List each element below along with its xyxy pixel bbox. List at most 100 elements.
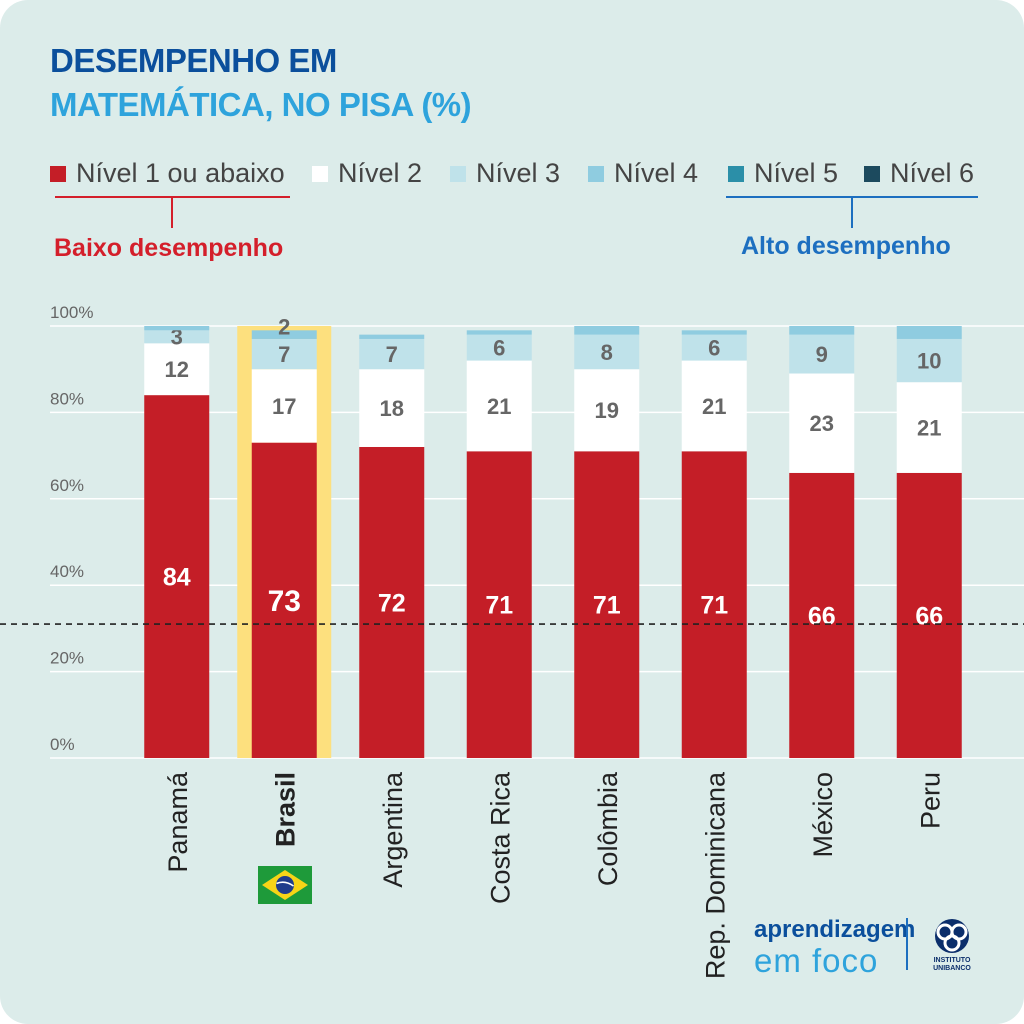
data-label: 72 bbox=[378, 589, 406, 617]
bar-segment bbox=[144, 343, 210, 396]
bar-segment bbox=[896, 472, 962, 758]
data-label: 18 bbox=[380, 396, 404, 421]
legend-item-nivel-3: Nível 3 bbox=[450, 158, 560, 189]
data-label: 6 bbox=[708, 336, 720, 361]
x-tick-label: Rep. Dominicana bbox=[700, 771, 730, 979]
legend-label: Nível 6 bbox=[890, 158, 975, 188]
bar-segment bbox=[896, 338, 962, 383]
bar-segment bbox=[574, 369, 640, 452]
y-tick-label: 60% bbox=[50, 476, 84, 495]
low-bracket bbox=[55, 196, 290, 228]
y-tick-label: 80% bbox=[50, 389, 84, 408]
bar-segment bbox=[251, 442, 317, 758]
data-label: 9 bbox=[816, 342, 828, 367]
bar-segment bbox=[896, 326, 962, 339]
y-tick-label: 40% bbox=[50, 562, 84, 581]
data-label: 71 bbox=[700, 592, 728, 620]
data-label: 7 bbox=[278, 342, 290, 367]
legend-item-nivel-2: Nível 2 bbox=[312, 158, 422, 189]
x-tick-label: Costa Rica bbox=[485, 771, 515, 904]
data-label: 10 bbox=[917, 348, 941, 373]
legend-swatch bbox=[864, 165, 880, 182]
x-axis: Panamá Brasil Argentina Costa Rica Colômbia R… bbox=[163, 771, 946, 979]
legend-swatch bbox=[450, 165, 466, 182]
x-tick-label: Brasil bbox=[270, 772, 300, 847]
chart-title-line1: DESEMPENHO EM bbox=[50, 42, 337, 79]
bar-segment bbox=[144, 330, 210, 344]
bars: 8412373177272187712167119871216662396621… bbox=[144, 314, 962, 758]
data-label: 6 bbox=[493, 336, 505, 361]
y-tick-label: 0% bbox=[50, 735, 75, 754]
bar-segment bbox=[574, 326, 640, 335]
legend-swatch bbox=[312, 165, 328, 182]
data-label: 66 bbox=[915, 602, 943, 630]
data-label: 71 bbox=[485, 592, 513, 620]
bar-segment bbox=[896, 382, 962, 473]
data-label: 2 bbox=[278, 314, 290, 339]
bar-segment bbox=[251, 338, 317, 370]
bar-segment bbox=[789, 472, 855, 758]
high-bracket bbox=[726, 196, 978, 228]
data-label: 8 bbox=[601, 340, 613, 365]
bar-segment bbox=[789, 326, 855, 335]
data-label: 71 bbox=[593, 592, 621, 620]
bar-segment bbox=[789, 373, 855, 473]
chart-title-line2: MATEMÁTICA, NO PISA (%) bbox=[50, 86, 472, 123]
bar-segment bbox=[466, 334, 532, 361]
bar-segment bbox=[681, 451, 747, 758]
bar-segment bbox=[466, 360, 532, 452]
legend-label: Nível 4 bbox=[614, 158, 699, 188]
brand-line2: em foco bbox=[754, 942, 879, 979]
bar-segment bbox=[251, 330, 317, 339]
grid bbox=[50, 325, 1024, 759]
bar-segment bbox=[466, 451, 532, 758]
data-label: 21 bbox=[702, 394, 726, 419]
bar-segment bbox=[359, 338, 425, 370]
legend-item-nivel-1: Nível 1 ou abaixo bbox=[50, 158, 285, 189]
legend-swatch bbox=[50, 165, 66, 182]
bar-segment bbox=[251, 369, 317, 443]
bar-segment bbox=[574, 334, 640, 370]
data-label: 17 bbox=[272, 394, 296, 419]
legend-label: Nível 2 bbox=[338, 158, 423, 188]
x-tick-label: Argentina bbox=[378, 771, 408, 888]
bar-segment bbox=[359, 446, 425, 758]
data-label: 21 bbox=[487, 394, 511, 419]
y-tick-label: 20% bbox=[50, 649, 84, 668]
bar-segment bbox=[359, 334, 425, 339]
bar-segment bbox=[144, 326, 210, 331]
legend-label: Nível 1 ou abaixo bbox=[76, 158, 285, 188]
brazil-flag-icon bbox=[258, 866, 312, 904]
data-label: 23 bbox=[810, 411, 834, 436]
high-performance-label: Alto desempenho bbox=[741, 232, 951, 260]
brand-divider bbox=[906, 918, 908, 970]
data-label: 66 bbox=[808, 602, 836, 630]
brand-line1: aprendizagem bbox=[754, 916, 916, 943]
data-label: 7 bbox=[386, 342, 398, 367]
data-label: 3 bbox=[171, 325, 183, 350]
bar-segment bbox=[144, 395, 210, 758]
x-tick-label: México bbox=[808, 772, 838, 858]
y-axis: 0% 20% 40% 60% 80% 100% bbox=[50, 303, 93, 754]
bar-segment bbox=[789, 334, 855, 374]
data-label: 21 bbox=[917, 415, 941, 440]
legend-swatch bbox=[588, 165, 604, 182]
legend-item-nivel-5: Nível 5 bbox=[728, 158, 838, 189]
data-label: 19 bbox=[595, 398, 619, 423]
svg-text:UNIBANCO: UNIBANCO bbox=[933, 965, 971, 972]
legend-label: Nível 3 bbox=[476, 158, 561, 188]
x-tick-label: Panamá bbox=[163, 771, 193, 873]
legend-swatch bbox=[728, 165, 744, 182]
bar-segment bbox=[574, 451, 640, 758]
data-label: 84 bbox=[163, 564, 191, 592]
low-performance-label: Baixo desempenho bbox=[54, 234, 284, 262]
x-tick-label: Colômbia bbox=[593, 771, 623, 886]
bar-segment bbox=[681, 334, 747, 361]
bar-segment bbox=[466, 330, 532, 335]
bar-segment bbox=[681, 360, 747, 452]
bar-segment bbox=[681, 330, 747, 335]
data-label: 12 bbox=[165, 357, 189, 382]
bar-segment bbox=[359, 369, 425, 447]
